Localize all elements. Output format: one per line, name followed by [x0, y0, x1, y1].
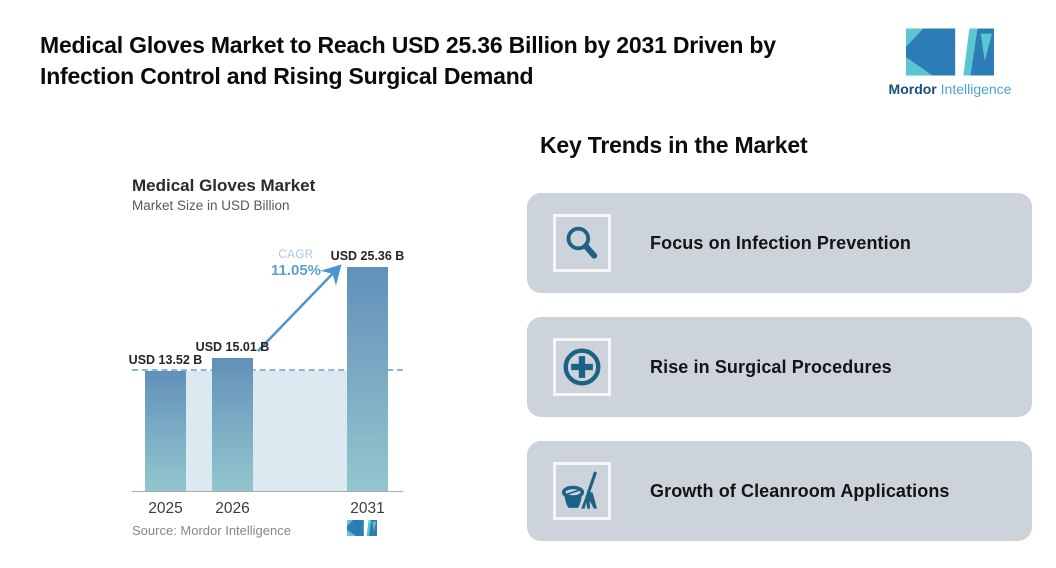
trends-heading: Key Trends in the Market	[540, 132, 808, 158]
mordor-logo-icon	[906, 28, 994, 76]
page-title-line2: Infection Control and Rising Surgical De…	[40, 63, 534, 89]
trend-icon-box	[553, 214, 611, 272]
page-title-line1: Medical Gloves Market to Reach USD 25.36…	[40, 32, 776, 58]
chart-title: Medical Gloves Market	[132, 176, 316, 195]
page-title: Medical Gloves Market to Reach USD 25.36…	[40, 30, 776, 92]
cagr-annotation: CAGR 11.05%	[260, 248, 332, 281]
brand-wordmark: Mordor Intelligence	[886, 81, 1014, 97]
x-tick-label: 2031	[350, 500, 385, 517]
brand-name-light: Intelligence	[936, 81, 1012, 97]
trend-card-infection-prevention: Focus on Infection Prevention	[527, 193, 1032, 293]
chart-source-text: Source: Mordor Intelligence	[132, 523, 291, 538]
trend-card-cleanroom-applications: Growth of Cleanroom Applications	[527, 441, 1032, 541]
cleaning-icon	[561, 471, 598, 509]
magnifier-icon	[566, 226, 598, 259]
brand-logo: Mordor Intelligence	[886, 28, 1014, 97]
chart-subtitle: Market Size in USD Billion	[132, 198, 290, 213]
medical-cross-icon	[563, 348, 601, 386]
bar-value-label: USD 15.01 B	[195, 340, 270, 354]
growth-arrow-icon	[257, 264, 342, 352]
bar-2025: USD 13.52 B	[129, 353, 202, 491]
trend-card-surgical-procedures: Rise in Surgical Procedures	[527, 317, 1032, 417]
baseline-dashed-line	[132, 369, 403, 371]
trend-label: Focus on Infection Prevention	[650, 232, 911, 253]
cagr-value: 11.05%	[270, 262, 322, 280]
bar-2031: USD 25.36 B	[331, 249, 404, 491]
bar-2026: USD 15.01 B	[196, 340, 269, 491]
x-tick-label: 2025	[148, 500, 183, 517]
bar-value-label: USD 25.36 B	[330, 249, 405, 263]
cagr-label: CAGR	[278, 249, 314, 261]
trend-label: Growth of Cleanroom Applications	[650, 480, 950, 501]
x-tick-label: 2026	[215, 500, 250, 517]
mordor-logo-small-icon	[347, 520, 377, 536]
brand-name-bold: Mordor	[888, 81, 937, 97]
trend-icon-box	[553, 462, 611, 520]
trend-label: Rise in Surgical Procedures	[650, 356, 892, 377]
bar-value-label: USD 13.52 B	[128, 353, 203, 367]
trend-icon-box	[553, 338, 611, 396]
bar-chart-plot: CAGR 11.05% USD 13.52 B 2025 USD 15.01 B 20…	[129, 240, 405, 517]
